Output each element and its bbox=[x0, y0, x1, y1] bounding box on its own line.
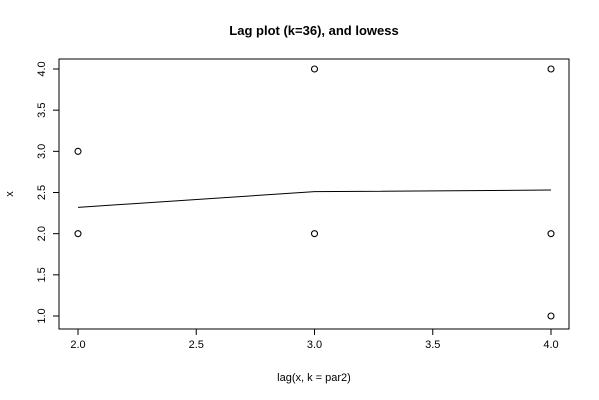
data-point-2 bbox=[310, 65, 319, 73]
x-tick-label-3: 3.5 bbox=[425, 339, 440, 351]
y-tick-label-6: 4.0 bbox=[36, 61, 48, 76]
x-tick-label-4: 4.0 bbox=[543, 339, 558, 351]
lowess-line bbox=[77, 189, 552, 208]
y-tick-label-1: 1.5 bbox=[36, 267, 48, 282]
data-point-6 bbox=[547, 312, 555, 320]
plot-frame bbox=[58, 58, 570, 330]
data-point-3 bbox=[310, 230, 319, 238]
x-axis: 2.0 2.5 3.0 3.5 4.0 bbox=[70, 329, 559, 351]
y-axis-label: x bbox=[4, 191, 16, 197]
y-tick-label-2: 2.0 bbox=[36, 226, 48, 241]
lowess-layer bbox=[77, 189, 552, 208]
y-tick-label-3: 2.5 bbox=[36, 185, 48, 200]
y-tick-label-4: 3.0 bbox=[36, 144, 48, 159]
data-point-5 bbox=[547, 230, 555, 238]
x-tick-label-1: 2.5 bbox=[189, 339, 204, 351]
chart-title: Lag plot (k=36), and lowess bbox=[229, 23, 398, 38]
data-point-0 bbox=[74, 147, 82, 155]
x-tick-label-2: 3.0 bbox=[307, 339, 322, 351]
data-point-1 bbox=[74, 230, 82, 238]
y-tick-label-5: 3.5 bbox=[36, 103, 48, 118]
x-axis-label: lag(x, k = par2) bbox=[277, 372, 351, 384]
points-layer bbox=[74, 65, 555, 320]
y-tick-label-0: 1.0 bbox=[36, 308, 48, 323]
x-tick-label-0: 2.0 bbox=[70, 339, 85, 351]
data-point-4 bbox=[547, 65, 555, 73]
y-axis: 1.0 1.5 2.0 2.5 3.0 3.5 4.0 bbox=[36, 61, 59, 324]
